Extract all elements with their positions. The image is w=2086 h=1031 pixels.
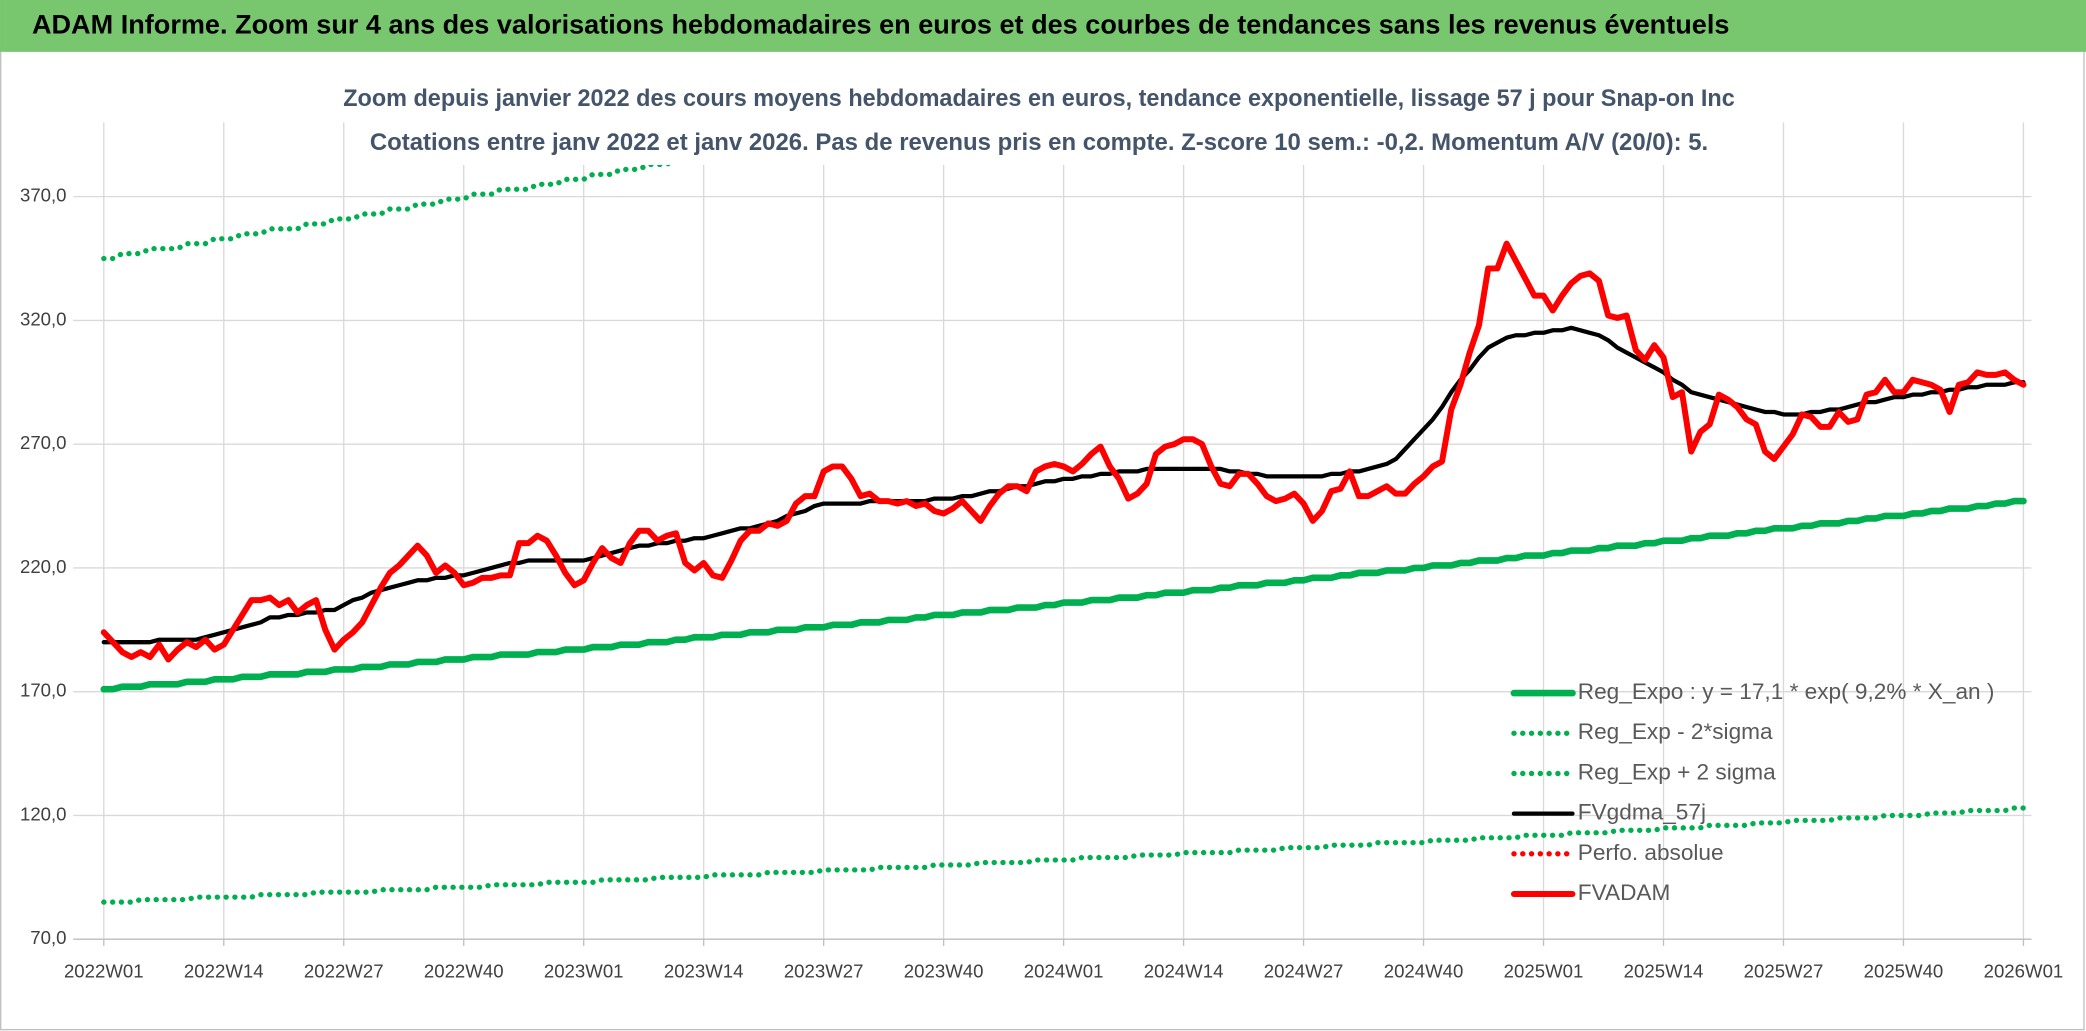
- y-tick-label: 270,0: [20, 432, 67, 453]
- x-tick-label: 2024W40: [1384, 960, 1464, 981]
- legend-label: Perfo. absolue: [1578, 840, 1724, 865]
- y-tick-label: 220,0: [20, 556, 67, 577]
- x-tick-label: 2022W40: [424, 960, 504, 981]
- x-tick-label: 2024W27: [1264, 960, 1344, 981]
- x-tick-label: 2025W01: [1504, 960, 1584, 981]
- series-line: [100, 497, 2027, 693]
- title-banner: [0, 0, 2086, 52]
- series-layer: [100, 122, 2027, 905]
- legend-label: Reg_Exp + 2 sigma: [1578, 759, 1776, 784]
- series-line: [100, 240, 2027, 663]
- plot-area: 70,0 120,0 170,0 220,0 270,0 320,0 370,0 2022W0…: [20, 122, 2064, 981]
- x-tick-label: 2023W27: [784, 960, 864, 981]
- x-tick-label: 2022W27: [304, 960, 384, 981]
- x-tick-label: 2025W40: [1864, 960, 1944, 981]
- x-tick-label: 2024W14: [1144, 960, 1224, 981]
- legend-label: FVgdma_57j: [1578, 800, 1706, 825]
- x-tick-label: 2023W01: [544, 960, 624, 981]
- subtitle: Cotations entre janv 2022 et janv 2026. …: [370, 129, 1708, 156]
- y-tick-label: 120,0: [20, 803, 67, 824]
- subtitle-box: [348, 77, 1743, 165]
- x-tick-label: 2022W01: [64, 960, 144, 981]
- x-tick-label: 2024W01: [1024, 960, 1104, 981]
- legend-label: Reg_Expo : y = 17,1 * exp( 9,2% * X_an ): [1578, 679, 1995, 704]
- legend-label: FVADAM: [1578, 880, 1671, 905]
- x-tick-label: 2022W14: [184, 960, 264, 981]
- subtitle: Zoom depuis janvier 2022 des cours moyen…: [343, 85, 1735, 112]
- x-tick-label: 2025W27: [1744, 960, 1824, 981]
- y-tick-label: 170,0: [20, 680, 67, 701]
- series-line: [101, 122, 908, 262]
- x-tick-label: 2023W14: [664, 960, 744, 981]
- series-line: [101, 325, 2026, 645]
- x-tick-label: 2023W40: [904, 960, 984, 981]
- y-tick-label: 320,0: [20, 308, 67, 329]
- series-line: [101, 805, 2027, 905]
- legend-label: Reg_Exp - 2*sigma: [1578, 719, 1773, 744]
- x-tick-label: 2026W01: [1984, 960, 2064, 981]
- y-tick-label: 70,0: [30, 927, 66, 948]
- legend: Reg_Expo : y = 17,1 * exp( 9,2% * X_an )…: [1510, 679, 1995, 905]
- y-tick-label: 370,0: [20, 185, 67, 206]
- x-tick-label: 2025W14: [1624, 960, 1704, 981]
- chart-title: ADAM Informe. Zoom sur 4 ans des valoris…: [32, 10, 1729, 40]
